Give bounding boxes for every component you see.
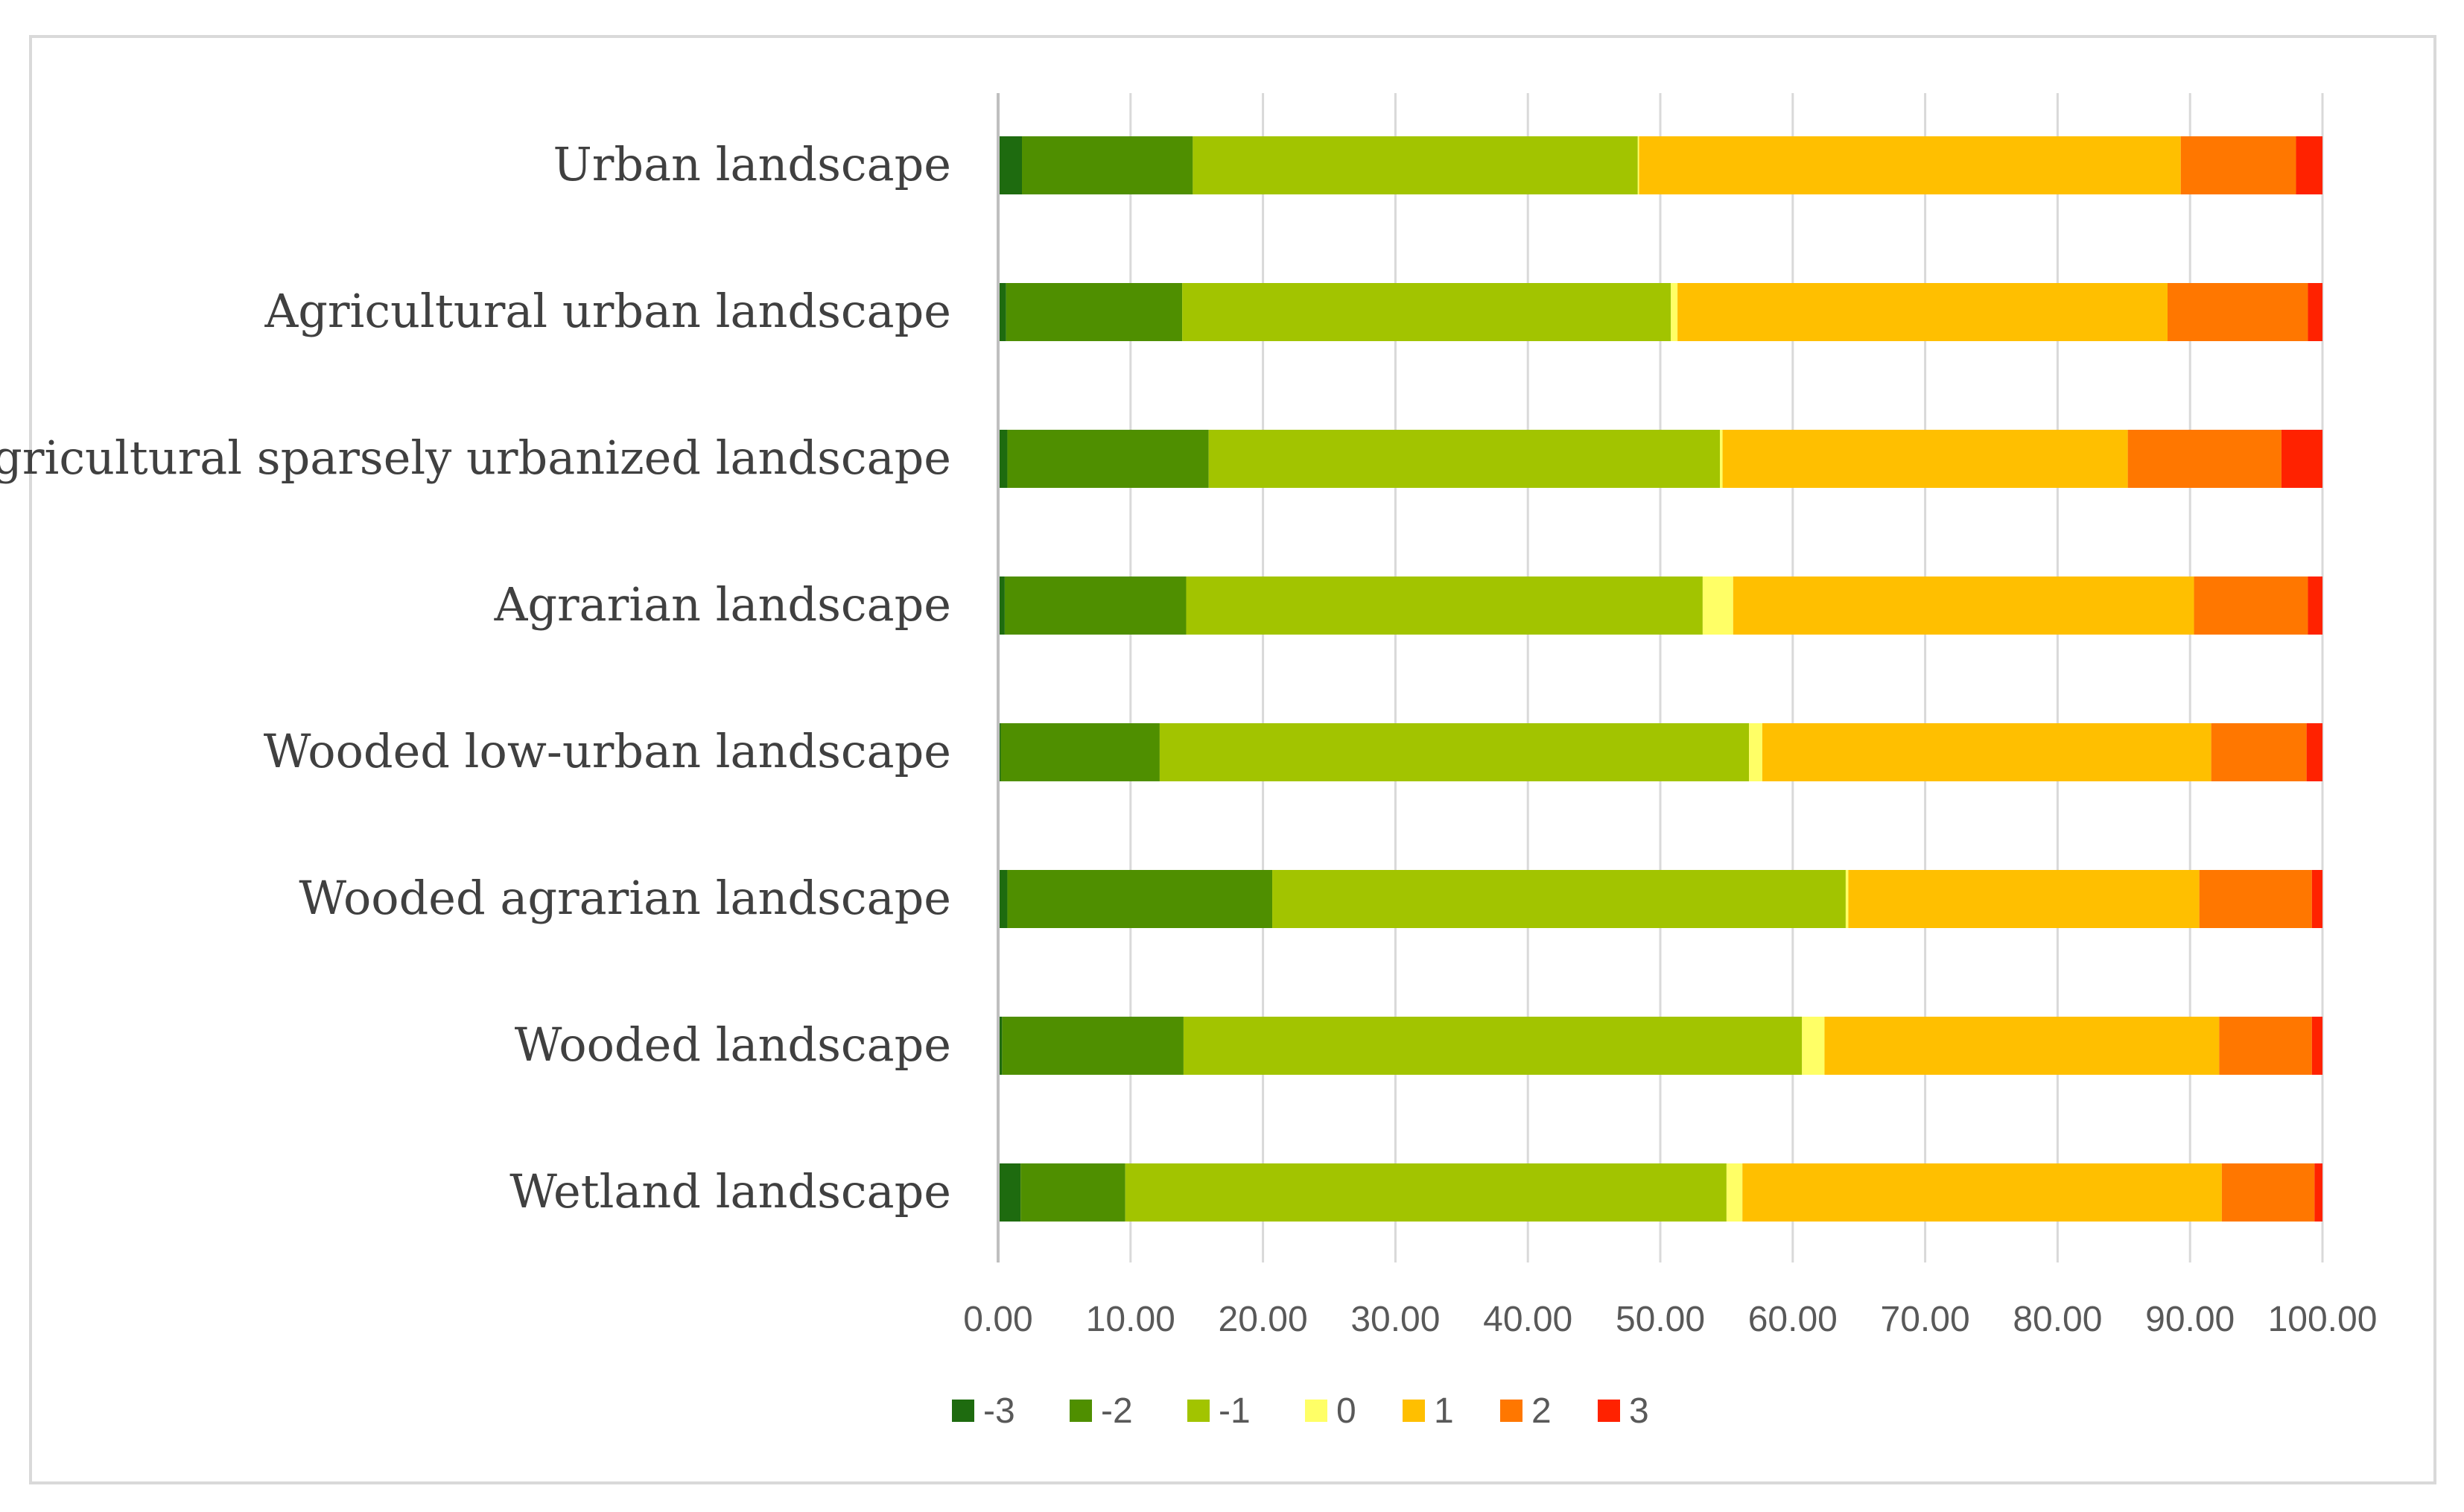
- legend-label: -2: [1101, 1391, 1133, 1431]
- bar-segment: [1742, 1163, 2222, 1222]
- bar-segment: [998, 283, 1006, 341]
- bar-segment: [1824, 1017, 2220, 1075]
- x-tick-label: 0.00: [963, 1300, 1032, 1339]
- bar-segment: [1733, 576, 2194, 635]
- legend-swatch: [1500, 1400, 1522, 1422]
- legend-swatch: [1187, 1400, 1210, 1422]
- bar-segment: [2167, 283, 2308, 341]
- bar-segment: [1000, 723, 1160, 781]
- x-tick-label: 40.00: [1483, 1300, 1572, 1339]
- bar-segment: [2194, 576, 2308, 635]
- bar-segment: [1007, 870, 1273, 928]
- bar-segment: [2219, 1017, 2312, 1075]
- bar-segment: [1762, 723, 2211, 781]
- legend-swatch: [1305, 1400, 1327, 1422]
- bar-segment: [1004, 576, 1187, 635]
- category-label: Wooded low-urban landscape: [264, 724, 951, 778]
- legend-swatch: [1070, 1400, 1092, 1422]
- bar-segment: [998, 136, 1023, 194]
- bar-segment: [1182, 283, 1671, 341]
- bar-segment: [1002, 1017, 1184, 1075]
- bar-segment: [1671, 283, 1678, 341]
- bar-segment: [1186, 576, 1703, 635]
- x-tick-label: 90.00: [2145, 1300, 2235, 1339]
- bar-segment: [2311, 1017, 2322, 1075]
- bar-segment: [1193, 136, 1638, 194]
- category-label: Agrarian landscape: [494, 577, 951, 632]
- bar-segment: [1720, 430, 1723, 488]
- category-label: Wooded agrarian landscape: [299, 871, 951, 925]
- bar-segment: [1845, 870, 1849, 928]
- x-tick-label: 80.00: [2013, 1300, 2102, 1339]
- category-label: Urban landscape: [553, 137, 951, 191]
- bar-segment: [2308, 576, 2322, 635]
- bar-segment: [998, 870, 1008, 928]
- bar-segment: [2180, 136, 2296, 194]
- legend-swatch: [952, 1400, 974, 1422]
- bar-segment: [1749, 723, 1762, 781]
- legend: -3 -2 -1 0 1 2 3: [952, 1391, 1649, 1431]
- bar-segment: [1272, 870, 1846, 928]
- legend-label: -3: [983, 1391, 1015, 1431]
- x-tick-label: 10.00: [1086, 1300, 1175, 1339]
- bar-segment: [1726, 1163, 1743, 1222]
- bar-segment: [1702, 576, 1733, 635]
- bar-segment: [998, 576, 1005, 635]
- bar-segment: [1677, 283, 2168, 341]
- bar-segment: [1637, 136, 1639, 194]
- legend-label: 1: [1434, 1391, 1454, 1431]
- bar-segment: [2314, 1163, 2322, 1222]
- category-label: Wetland landscape: [509, 1164, 951, 1219]
- bar-segment: [2311, 870, 2322, 928]
- legend-label: 2: [1531, 1391, 1552, 1431]
- x-tick-label: 70.00: [1881, 1300, 1970, 1339]
- bar-segment: [1722, 430, 2128, 488]
- x-tick-label: 100.00: [2268, 1300, 2378, 1339]
- category-label: Agricultural sparsely urbanized landscap…: [0, 431, 951, 485]
- x-tick-label: 50.00: [1616, 1300, 1705, 1339]
- bar-segment: [1639, 136, 2181, 194]
- category-label: Wooded landscape: [515, 1017, 951, 1072]
- bar-segment: [2221, 1163, 2315, 1222]
- bar-segment: [2281, 430, 2322, 488]
- bar-segment: [1007, 430, 1209, 488]
- bar-segment: [2308, 283, 2322, 341]
- bar-segment: [2127, 430, 2282, 488]
- bar-segment: [2211, 723, 2307, 781]
- bar-segment: [1183, 1017, 1803, 1075]
- x-tick-label: 20.00: [1219, 1300, 1308, 1339]
- bar-segment: [1020, 1163, 1125, 1222]
- bar-segment: [2296, 136, 2322, 194]
- bar-segment: [998, 430, 1008, 488]
- legend-label: 3: [1629, 1391, 1649, 1431]
- category-label: Agricultural urban landscape: [264, 284, 951, 338]
- bar-segment: [1159, 723, 1750, 781]
- bar-segment: [1022, 136, 1193, 194]
- x-tick-label: 60.00: [1748, 1300, 1838, 1339]
- legend-label: 0: [1336, 1391, 1356, 1431]
- legend-swatch: [1598, 1400, 1620, 1422]
- bar-segment: [1125, 1163, 1727, 1222]
- x-tick-label: 30.00: [1350, 1300, 1440, 1339]
- legend-label: -1: [1219, 1391, 1251, 1431]
- legend-swatch: [1403, 1400, 1425, 1422]
- bar-segment: [998, 1017, 1003, 1075]
- bar-segment: [1006, 283, 1183, 341]
- bars: [998, 136, 2322, 1222]
- bar-segment: [998, 1163, 1021, 1222]
- bar-segment: [1802, 1017, 1825, 1075]
- bar-segment: [1208, 430, 1721, 488]
- axes: 0.00 10.00 20.00 30.00 40.00 50.00 60.00 70.00 8…: [0, 93, 2377, 1339]
- bar-segment: [1848, 870, 2200, 928]
- bar-segment: [2306, 723, 2322, 781]
- bar-segment: [2199, 870, 2312, 928]
